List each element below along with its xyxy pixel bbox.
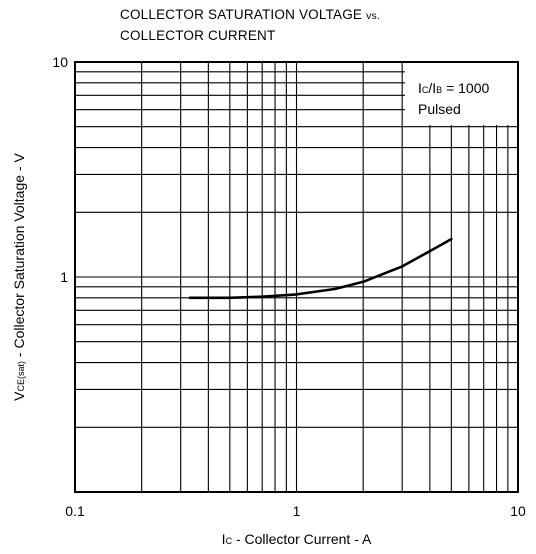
legend-pulsed: Pulsed <box>418 101 461 117</box>
y-tick-label: 10 <box>52 54 68 70</box>
x-tick-label: 10 <box>510 503 526 519</box>
legend-box <box>405 63 517 125</box>
x-axis-label-rest: - Collector Current - A <box>232 531 372 547</box>
y-tick-labels: 1 10 <box>52 54 68 285</box>
y-axis-label: VCE(sat) - Collector Saturation Voltage … <box>11 153 27 401</box>
legend-ic: I <box>418 80 422 96</box>
grid <box>75 62 518 492</box>
x-tick-label: 0.1 <box>65 503 85 519</box>
y-axis-label-rest: - Collector Saturation Voltage - V <box>11 153 27 361</box>
x-axis-label: IC - Collector Current - A <box>222 531 372 547</box>
chart-title-vs: vs. <box>366 10 381 22</box>
legend-ic-sub: C <box>422 85 429 95</box>
chart-title-line2: COLLECTOR CURRENT <box>120 28 276 43</box>
y-axis-label-sub: CE(sat) <box>16 361 26 392</box>
x-tick-label: 1 <box>293 503 301 519</box>
legend-ratio: IC/IB = 1000 <box>418 80 490 96</box>
legend-slash-ib: /I <box>428 80 436 96</box>
plot-frame <box>74 61 519 493</box>
x-axis-label-sub: C <box>226 536 233 546</box>
x-axis-label-main: I <box>222 531 226 547</box>
y-tick-label: 1 <box>60 269 68 285</box>
legend-ratio-value: = 1000 <box>442 80 489 96</box>
y-axis-label-main: V <box>11 391 27 401</box>
legend: IC/IB = 1000 Pulsed <box>405 63 517 125</box>
series-group <box>188 237 453 300</box>
chart-title-main: COLLECTOR SATURATION VOLTAGE <box>120 7 363 22</box>
series-line <box>188 237 453 300</box>
legend-ib-sub: B <box>436 85 442 95</box>
chart-title-line1: COLLECTOR SATURATION VOLTAGE vs. <box>120 7 380 22</box>
x-tick-labels: 0.1 1 10 <box>65 503 526 519</box>
